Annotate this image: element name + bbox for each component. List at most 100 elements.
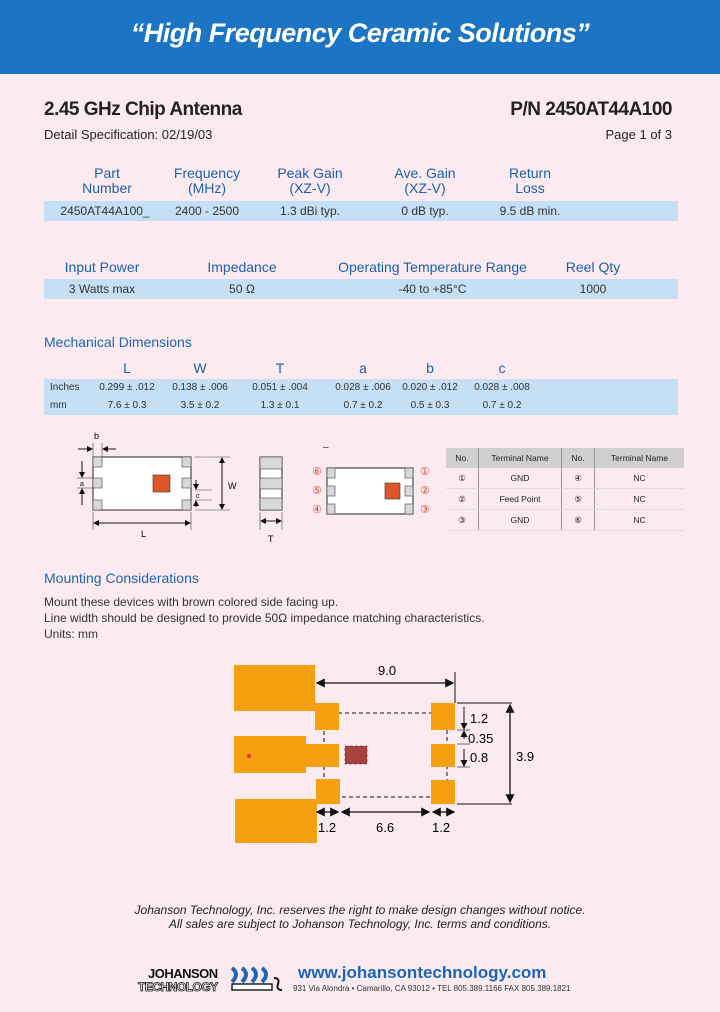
svg-text:W: W — [228, 481, 237, 491]
dim-unit-mm: mm — [50, 400, 67, 411]
terminal-no: ⑤ — [561, 488, 595, 510]
banner-title: “High Frequency Ceramic Solutions” — [130, 18, 590, 48]
svg-text:1.2: 1.2 — [318, 820, 336, 835]
spec-header-return-loss: Return Loss — [508, 165, 552, 196]
spec-header-peak-gain: Peak Gain (XZ-V) — [277, 165, 343, 196]
dim-mm-c: 0.7 ± 0.2 — [482, 400, 522, 411]
table-row: ③ GND ⑥ NC — [446, 509, 684, 531]
pin-label-3: ③ — [420, 504, 430, 516]
pin-label-2: ② — [420, 485, 430, 497]
svg-text:0.8: 0.8 — [470, 750, 488, 765]
detail-spec: Detail Specification: 02/19/03 — [44, 127, 213, 142]
dim-mm-W: 3.5 ± 0.2 — [180, 400, 220, 411]
chip-dimension-drawing: b a W c L T — [77, 431, 283, 544]
dim-unit-inches: Inches — [50, 382, 80, 393]
header-terminal-name-2: Terminal Name — [594, 448, 684, 468]
mounting-line-1: Mount these devices with brown colored s… — [44, 595, 339, 609]
website-link[interactable]: www.johansontechnology.com — [298, 963, 547, 982]
dim-inch-L: 0.299 ± .012 — [99, 382, 155, 393]
dimensions-band — [44, 379, 678, 415]
table-row: ① GND ④ NC — [446, 468, 684, 489]
dim-header-b: b — [426, 360, 434, 376]
dim-mm-L: 7.6 ± 0.3 — [107, 400, 147, 411]
terminal-name: NC — [594, 509, 684, 531]
dim-inch-W: 0.138 ± .006 — [172, 382, 228, 393]
spec2-header-reel-qty: Reel Qty — [565, 259, 621, 275]
land-pattern-drawing: 9.0 1.2 0.35 0.8 3.9 1.2 6.6 1.2 — [234, 663, 534, 843]
pin-label-6: ⑥ — [312, 466, 322, 478]
spec-value-return-loss: 9.5 dB min. — [499, 204, 561, 218]
terminal-name: GND — [478, 509, 562, 531]
svg-text:1.2: 1.2 — [432, 820, 450, 835]
logo-ship-icon — [230, 966, 283, 991]
mounting-line-2: Line width should be designed to provide… — [44, 611, 485, 625]
spec-row — [44, 201, 678, 221]
svg-text:3.9: 3.9 — [516, 749, 534, 764]
svg-text:c: c — [196, 493, 200, 500]
spec-header-frequency: Frequency (MHz) — [173, 165, 241, 196]
spec-header-part: Part Number — [82, 165, 132, 196]
pinout-dash: – — [323, 442, 329, 453]
disclaimer: Johanson Technology, Inc. reserves the r… — [0, 903, 720, 931]
svg-text:1.2: 1.2 — [470, 711, 488, 726]
header-terminal-name-1: Terminal Name — [478, 448, 562, 468]
logo-technology: TECHNOLOGY — [138, 980, 219, 995]
terminal-no: ④ — [561, 468, 595, 489]
svg-text:6.6: 6.6 — [376, 820, 394, 835]
disclaimer-line-1: Johanson Technology, Inc. reserves the r… — [134, 903, 586, 917]
header-no-2: No. — [561, 448, 595, 468]
dim-inch-a: 0.028 ± .006 — [335, 382, 391, 393]
terminal-no: ① — [446, 468, 479, 489]
spec2-value-reel-qty: 1000 — [579, 282, 607, 296]
dim-inch-T: 0.051 ± .004 — [252, 382, 308, 393]
part-number: P/N 2450AT44A100 — [510, 99, 672, 120]
spec2-header-temperature: Operating Temperature Range — [338, 259, 527, 275]
svg-text:L: L — [141, 529, 146, 539]
terminal-table-header: No. Terminal Name No. Terminal Name — [446, 448, 684, 468]
dim-header-c: c — [498, 360, 506, 376]
disclaimer-line-2: All sales are subject to Johanson Techno… — [168, 917, 552, 931]
spec2-row — [44, 279, 678, 299]
spec-value-peak-gain: 1.3 dBi typ. — [279, 204, 341, 218]
pin-label-5: ⑤ — [312, 485, 322, 497]
svg-text:a: a — [80, 481, 84, 488]
pin-label-4: ④ — [312, 504, 322, 516]
terminal-name: Feed Point — [478, 488, 562, 510]
spec2-value-impedance: 50 Ω — [229, 282, 255, 296]
terminal-no: ② — [446, 488, 479, 510]
page-indicator: Page 1 of 3 — [605, 127, 673, 142]
spec-value-frequency: 2400 - 2500 — [174, 204, 240, 218]
spec2-header-input-power: Input Power — [64, 259, 140, 275]
terminal-table: No. Terminal Name No. Terminal Name ① GN… — [446, 448, 684, 531]
terminal-no: ⑥ — [561, 509, 595, 531]
dim-mm-a: 0.7 ± 0.2 — [343, 400, 383, 411]
dim-mm-T: 1.3 ± 0.1 — [260, 400, 300, 411]
terminal-name: GND — [478, 468, 562, 489]
svg-text:b: b — [94, 431, 99, 441]
table-row: ② Feed Point ⑤ NC — [446, 488, 684, 510]
mounting-line-3: Units: mm — [44, 627, 98, 641]
terminal-name: NC — [594, 468, 684, 489]
pin-label-1: ① — [420, 466, 430, 478]
header-banner: “High Frequency Ceramic Solutions” — [0, 0, 720, 74]
dim-inch-c: 0.028 ± .008 — [474, 382, 530, 393]
header-no-1: No. — [446, 448, 479, 468]
address: 931 Via Alondra • Camarillo, CA 93012 • … — [293, 984, 571, 993]
mounting-considerations-title: Mounting Considerations — [44, 570, 199, 586]
pinout-chip — [326, 467, 414, 515]
dim-header-T: T — [275, 360, 285, 376]
dim-header-W: W — [193, 360, 207, 376]
svg-text:0.35: 0.35 — [468, 731, 493, 746]
dim-mm-b: 0.5 ± 0.3 — [410, 400, 450, 411]
dim-total: 9.0 — [378, 663, 396, 678]
spec2-header-impedance: Impedance — [207, 259, 277, 275]
dim-header-L: L — [123, 360, 131, 376]
svg-text:T: T — [268, 534, 274, 544]
spec2-value-temperature: -40 to +85°C — [398, 282, 467, 296]
spec-header-ave-gain: Ave. Gain (XZ-V) — [394, 165, 456, 196]
dim-header-a: a — [359, 360, 367, 376]
mechanical-dimensions-title: Mechanical Dimensions — [44, 334, 192, 350]
spec-value-ave-gain: 0 dB typ. — [401, 204, 449, 218]
product-title: 2.45 GHz Chip Antenna — [44, 99, 242, 120]
dim-inch-b: 0.020 ± .012 — [402, 382, 458, 393]
